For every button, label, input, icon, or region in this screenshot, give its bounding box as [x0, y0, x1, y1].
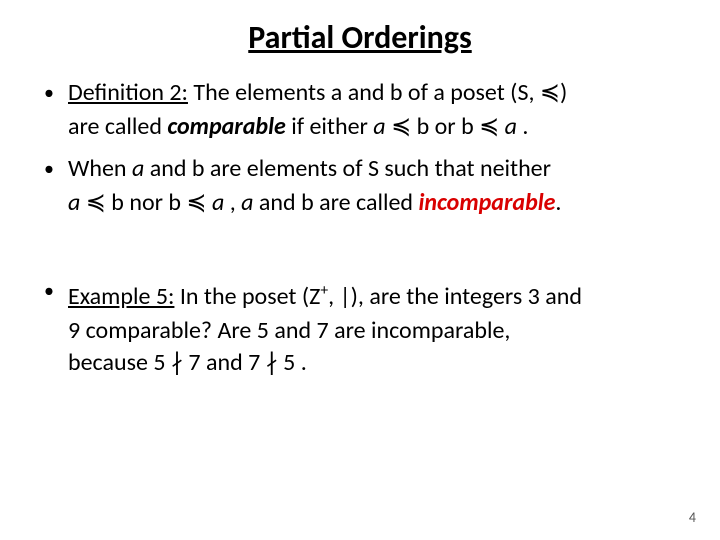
- bullet-1-line2: are called comparable if either a ≼ b or…: [68, 111, 676, 143]
- b2-b: a: [132, 154, 144, 183]
- bullet-1-text1: The elements a and b of a poset (S, ≼): [188, 78, 567, 107]
- b2-cb: ≼ b nor b ≼: [80, 188, 212, 217]
- bullet-2: • When a and b are elements of S such th…: [44, 153, 676, 219]
- b2-ch: .: [555, 188, 561, 217]
- vertical-spacer: [44, 229, 676, 275]
- b3-t1b: , |), are the integers 3 and: [328, 282, 582, 311]
- bullet-2-line1: When a and b are elements of S such that…: [68, 153, 676, 185]
- b1-c-g: .: [517, 112, 528, 141]
- bullet-2-line2: a ≼ b nor b ≼ a , a and b are called inc…: [68, 187, 676, 219]
- bullet-1-row: • Definition 2: The elements a and b of …: [44, 77, 676, 109]
- bullet-2-row: • When a and b are elements of S such th…: [44, 153, 676, 185]
- bullet-dot-icon: •: [44, 153, 68, 185]
- page-number: 4: [689, 509, 696, 526]
- superscript-plus: +: [320, 281, 328, 300]
- b1-c-a: are called: [68, 112, 167, 141]
- example-label: Example 5:: [68, 282, 174, 311]
- b2-cc: a: [212, 188, 224, 217]
- bullet-1-line1: Definition 2: The elements a and b of a …: [68, 77, 676, 109]
- b2-ca: a: [68, 188, 80, 217]
- incomparable-term: incomparable: [418, 188, 555, 217]
- b2-a: When: [68, 154, 132, 183]
- bullet-3-row: • Example 5: In the poset (Z+, |), are t…: [44, 275, 676, 313]
- b2-c: and b are elements of S such that neithe…: [144, 154, 551, 183]
- b2-cd: ,: [224, 188, 241, 217]
- b1-c-d: a: [373, 112, 385, 141]
- bullet-1: • Definition 2: The elements a and b of …: [44, 77, 676, 143]
- b1-c-e: ≼ b or b ≼: [386, 112, 505, 141]
- bullet-3-line3: because 5 ∤ 7 and 7 ∤ 5 .: [68, 347, 676, 379]
- definition-label: Definition 2:: [68, 78, 188, 107]
- comparable-term: comparable: [167, 112, 285, 141]
- b2-cf: and b are called: [254, 188, 419, 217]
- bullet-3-line2: 9 comparable? Are 5 and 7 are incomparab…: [68, 315, 676, 347]
- bullet-dot-icon: •: [44, 275, 68, 307]
- slide-title: Partial Orderings: [44, 18, 676, 57]
- bullet-3-line1: Example 5: In the poset (Z+, |), are the…: [68, 275, 676, 313]
- bullet-dot-icon: •: [44, 77, 68, 109]
- b2-ce: a: [241, 188, 253, 217]
- b1-c-c: if either: [286, 112, 374, 141]
- b3-t1a: In the poset (Z: [174, 282, 320, 311]
- bullet-3: • Example 5: In the poset (Z+, |), are t…: [44, 275, 676, 379]
- slide-container: Partial Orderings • Definition 2: The el…: [0, 0, 720, 540]
- b1-c-f: a: [505, 112, 517, 141]
